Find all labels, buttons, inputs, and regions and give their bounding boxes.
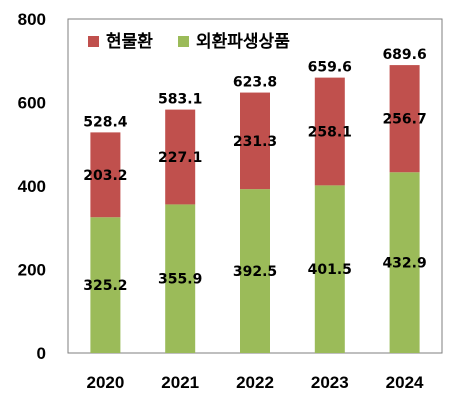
bar-segment	[389, 172, 420, 353]
total-data-label: 583.1	[158, 92, 202, 108]
segment-data-label: 258.1	[308, 124, 352, 140]
x-tick-label: 2020	[86, 373, 124, 392]
bar-segment	[90, 132, 121, 218]
bar-segment	[165, 204, 196, 353]
bar-segment	[165, 109, 196, 205]
bar-segment	[240, 92, 270, 190]
segment-data-label: 203.2	[83, 168, 127, 184]
segment-data-label: 325.2	[83, 278, 127, 294]
y-tick-label: 0	[37, 344, 46, 363]
segment-data-label: 256.7	[382, 112, 426, 128]
y-tick-label: 800	[18, 10, 46, 29]
legend-label: 현물환	[106, 32, 153, 52]
legend-swatch	[88, 36, 99, 47]
bar-segment	[240, 189, 270, 353]
segment-data-label: 392.5	[233, 264, 277, 280]
legend-swatch	[178, 36, 189, 47]
segment-data-label: 231.3	[233, 134, 277, 150]
x-tick-label: 2024	[386, 373, 424, 392]
segment-data-label: 401.5	[308, 262, 352, 278]
bar-segment	[314, 77, 345, 186]
segment-data-label: 355.9	[158, 272, 202, 288]
y-tick-label: 600	[18, 94, 46, 113]
y-tick-label: 400	[18, 177, 46, 196]
total-data-label: 623.8	[233, 75, 277, 91]
legend-label: 외환파생상품	[196, 32, 290, 52]
x-tick-label: 2022	[236, 373, 274, 392]
bar-segment	[314, 185, 345, 353]
total-data-label: 689.6	[382, 47, 426, 63]
segment-data-label: 432.9	[382, 256, 426, 272]
total-data-label: 659.6	[308, 60, 352, 76]
x-tick-label: 2021	[161, 373, 199, 392]
y-tick-label: 200	[18, 261, 46, 280]
x-tick-label: 2023	[311, 373, 349, 392]
bar-segment	[389, 65, 420, 173]
segment-data-label: 227.1	[158, 150, 202, 166]
total-data-label: 528.4	[83, 114, 128, 130]
bar-segment	[90, 217, 121, 353]
